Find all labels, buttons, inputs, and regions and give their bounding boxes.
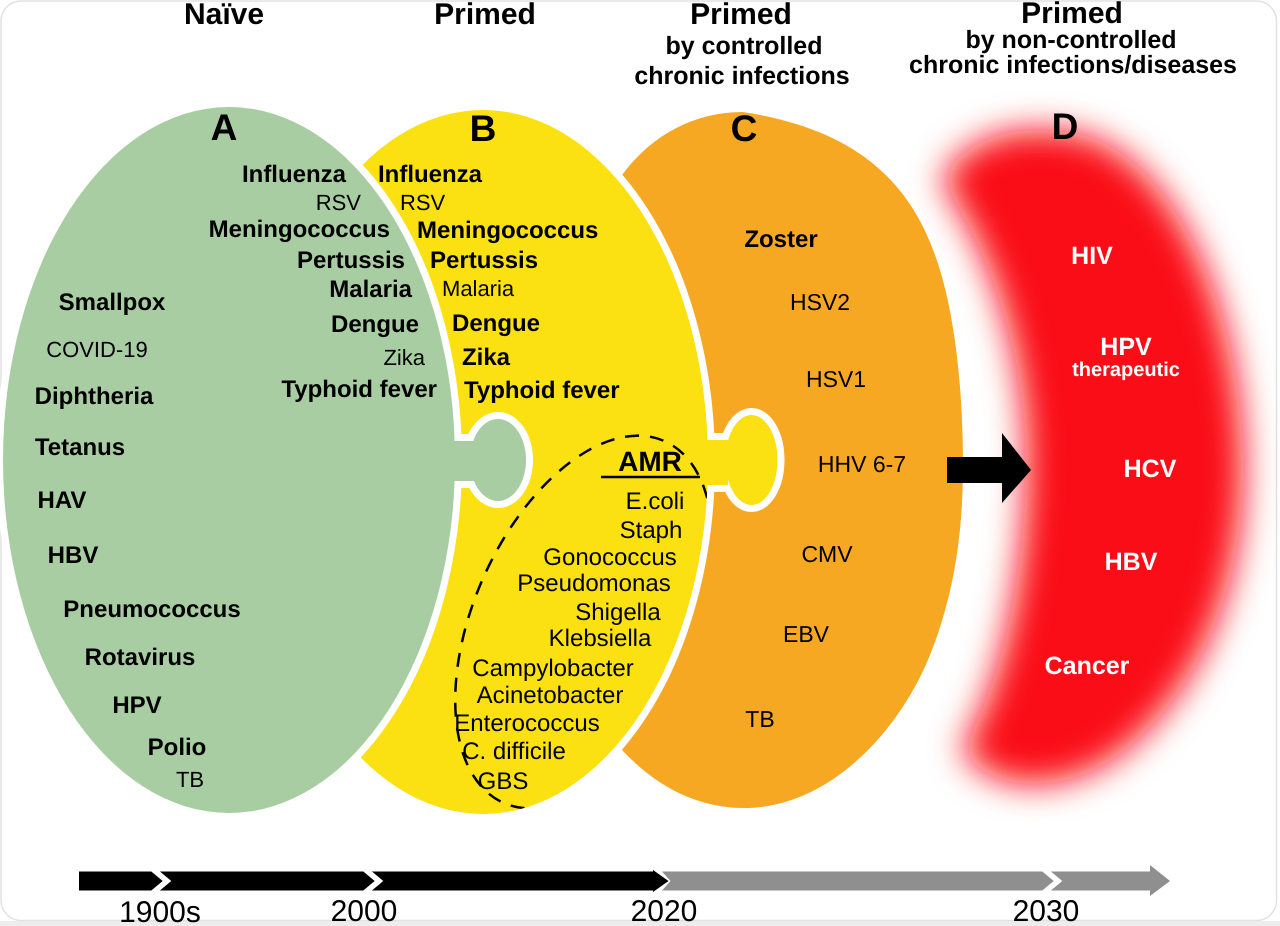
- svg-text:Influenza: Influenza: [242, 161, 347, 188]
- svg-text:2020: 2020: [631, 895, 698, 926]
- svg-text:RSV: RSV: [316, 190, 362, 215]
- svg-text:HPV: HPV: [112, 692, 161, 719]
- svg-text:Enterococcus: Enterococcus: [454, 710, 599, 737]
- svg-text:HPV: HPV: [1100, 333, 1152, 361]
- svg-text:HBV: HBV: [48, 542, 99, 569]
- svg-text:COVID-19: COVID-19: [46, 337, 147, 362]
- svg-text:E.coli: E.coli: [626, 488, 685, 515]
- svg-text:Primed: Primed: [434, 0, 536, 31]
- svg-text:Zika: Zika: [462, 344, 511, 371]
- svg-text:Tetanus: Tetanus: [35, 434, 125, 461]
- svg-text:HIV: HIV: [1071, 242, 1113, 270]
- svg-text:AMR: AMR: [618, 446, 682, 477]
- svg-text:Pneumococcus: Pneumococcus: [63, 596, 240, 623]
- svg-text:Acinetobacter: Acinetobacter: [477, 682, 624, 709]
- svg-text:B: B: [470, 108, 497, 149]
- svg-text:Gonococcus: Gonococcus: [543, 544, 676, 571]
- svg-text:2030: 2030: [1013, 895, 1080, 926]
- svg-text:HBV: HBV: [1105, 548, 1158, 576]
- svg-text:HHV 6-7: HHV 6-7: [818, 451, 906, 477]
- svg-text:Campylobacter: Campylobacter: [472, 655, 633, 682]
- svg-text:Meningococcus: Meningococcus: [209, 216, 390, 243]
- svg-text:1900s: 1900s: [119, 896, 201, 926]
- svg-text:HSV1: HSV1: [806, 366, 866, 392]
- svg-text:Zoster: Zoster: [744, 226, 817, 253]
- svg-text:Malaria: Malaria: [329, 276, 412, 303]
- svg-text:CMV: CMV: [801, 541, 853, 567]
- svg-text:chronic infections/diseases: chronic infections/diseases: [909, 51, 1237, 79]
- svg-text:Typhoid fever: Typhoid fever: [281, 376, 437, 403]
- svg-text:Meningococcus: Meningococcus: [417, 217, 598, 244]
- svg-text:by non-controlled: by non-controlled: [965, 26, 1176, 54]
- svg-text:Klebsiella: Klebsiella: [549, 625, 652, 652]
- svg-text:A: A: [211, 107, 238, 148]
- svg-text:Zika: Zika: [383, 345, 425, 370]
- svg-text:GBS: GBS: [478, 768, 529, 795]
- svg-text:TB: TB: [745, 706, 774, 732]
- svg-text:Diphtheria: Diphtheria: [35, 383, 154, 410]
- svg-text:EBV: EBV: [783, 621, 830, 647]
- svg-text:Influenza: Influenza: [378, 161, 483, 188]
- svg-text:Cancer: Cancer: [1045, 652, 1130, 680]
- svg-text:Malaria: Malaria: [442, 276, 515, 301]
- svg-text:Pertussis: Pertussis: [297, 247, 405, 274]
- svg-text:D: D: [1052, 106, 1079, 147]
- svg-text:TB: TB: [176, 767, 204, 792]
- svg-text:Naïve: Naïve: [184, 0, 264, 31]
- svg-text:chronic infections: chronic infections: [634, 62, 849, 90]
- svg-text:HSV2: HSV2: [790, 289, 850, 315]
- svg-text:Dengue: Dengue: [452, 310, 540, 337]
- svg-text:C: C: [731, 108, 758, 149]
- svg-text:Pseudomonas: Pseudomonas: [517, 570, 670, 597]
- svg-text:Dengue: Dengue: [331, 311, 419, 338]
- svg-text:HAV: HAV: [38, 487, 87, 514]
- svg-text:Rotavirus: Rotavirus: [85, 644, 196, 671]
- svg-text:Typhoid fever: Typhoid fever: [464, 377, 620, 404]
- svg-text:Pertussis: Pertussis: [430, 247, 538, 274]
- svg-text:by controlled: by controlled: [666, 32, 823, 60]
- svg-text:2000: 2000: [331, 895, 398, 926]
- svg-text:therapeutic: therapeutic: [1072, 359, 1180, 381]
- svg-text:C. difficile: C. difficile: [462, 738, 566, 765]
- svg-text:Primed: Primed: [1021, 0, 1123, 30]
- svg-text:Smallpox: Smallpox: [59, 289, 166, 316]
- svg-text:RSV: RSV: [400, 190, 446, 215]
- svg-text:Staph: Staph: [620, 517, 683, 544]
- svg-text:Polio: Polio: [148, 734, 207, 761]
- svg-text:Primed: Primed: [690, 0, 792, 31]
- svg-text:HCV: HCV: [1124, 455, 1177, 483]
- svg-text:Shigella: Shigella: [575, 599, 661, 626]
